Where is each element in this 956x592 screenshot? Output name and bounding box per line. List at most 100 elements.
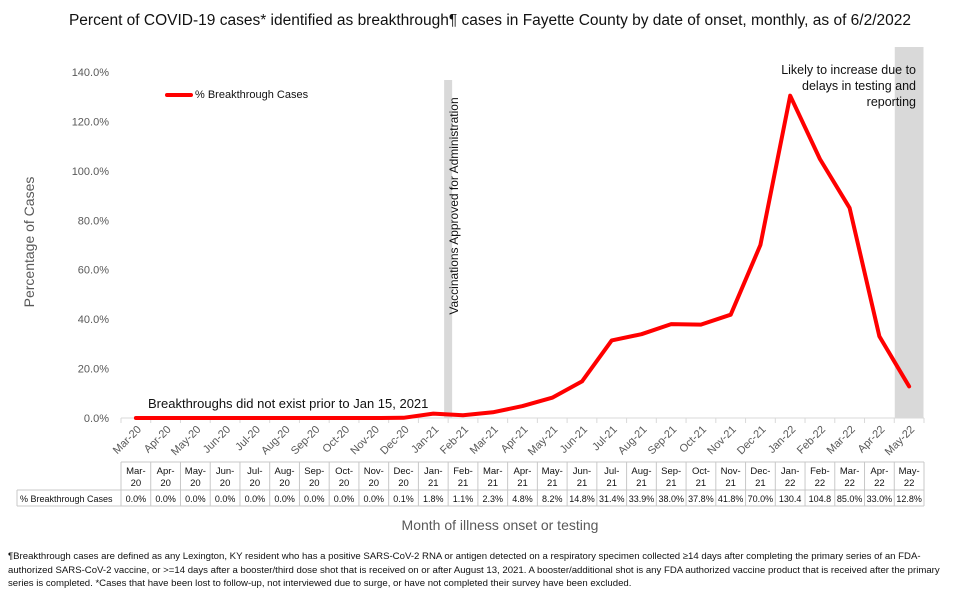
table-header-month: May-	[899, 466, 920, 477]
table-header-month: Apr-	[870, 466, 888, 477]
table-cell-value: 33.0%	[867, 494, 893, 504]
x-tick-label: Oct-20	[320, 424, 352, 456]
x-tick-label: Sep-21	[646, 424, 680, 458]
table-header-month: Jan-	[424, 466, 442, 477]
table-cell-value: 130.4	[779, 494, 802, 504]
table-header-month: Dec-	[750, 466, 770, 477]
table-header-month: Apr-	[514, 466, 532, 477]
table-header-year: 21	[577, 478, 588, 489]
y-axis-label: Percentage of Cases	[21, 177, 37, 308]
table-header-year: 20	[190, 478, 201, 489]
table-header-month: Aug-	[631, 466, 651, 477]
legend: % Breakthrough Cases	[165, 89, 308, 101]
vaccination-line-label: Vaccinations Approved for Administration	[447, 97, 461, 314]
x-tick-label: Dec-20	[378, 424, 412, 458]
data-table: % Breakthrough CasesMar-200.0%Apr-200.0%…	[16, 461, 925, 507]
table-header-year: 21	[666, 478, 677, 489]
table-header-month: Sep-	[304, 466, 324, 477]
x-tick-label: May-22	[883, 424, 917, 458]
table-header-year: 21	[547, 478, 558, 489]
table-header-year: 22	[844, 478, 855, 489]
table-header-year: 20	[250, 478, 261, 489]
y-tick-label: 140.0%	[72, 67, 110, 79]
table-header-year: 20	[160, 478, 171, 489]
x-tick-label: Dec-21	[735, 424, 769, 458]
data-point	[699, 323, 703, 327]
x-tick-label: Feb-22	[795, 424, 828, 457]
table-header-year: 22	[785, 478, 796, 489]
data-point	[312, 416, 316, 420]
table-cell-value: 0.0%	[215, 494, 236, 504]
table-header-month: Dec-	[394, 466, 414, 477]
table-header-year: 20	[279, 478, 290, 489]
pre-vaccine-annotation: Breakthroughs did not exist prior to Jan…	[148, 396, 429, 411]
table-cell-value: 70.0%	[748, 494, 774, 504]
table-header-month: Nov-	[721, 466, 741, 477]
table-header-year: 20	[131, 478, 142, 489]
table-header-year: 21	[725, 478, 736, 489]
data-point	[610, 338, 614, 342]
table-header-month: Jul-	[247, 466, 262, 477]
data-point	[848, 206, 852, 210]
x-tick-label: Mar-21	[468, 424, 501, 457]
x-tick-label: Sep-20	[289, 424, 323, 458]
table-cell-value: 0.0%	[126, 494, 147, 504]
table-header-month: Feb-	[810, 466, 830, 477]
vaccination-line	[444, 80, 453, 418]
table-cell-value: 8.2%	[542, 494, 563, 504]
x-tick-label: Jan-22	[766, 424, 798, 456]
data-point	[134, 416, 138, 420]
table-header-month: Mar-	[840, 466, 860, 477]
table-header-year: 21	[755, 478, 766, 489]
table-header-month: Sep-	[661, 466, 681, 477]
footnote: ¶Breakthrough cases are defined as any L…	[8, 551, 940, 589]
data-point	[788, 94, 792, 98]
table-header-month: Oct-	[692, 466, 710, 477]
table-cell-value: 37.8%	[688, 494, 714, 504]
table-header-year: 21	[458, 478, 469, 489]
x-tick-label: Mar-20	[111, 424, 144, 457]
legend-swatch	[165, 93, 193, 97]
table-header-year: 20	[398, 478, 409, 489]
data-point	[907, 384, 911, 388]
recent-data-annotation: Likely to increase due to delays in test…	[781, 63, 916, 109]
table-header-month: May-	[185, 466, 206, 477]
table-cell-value: 41.8%	[718, 494, 744, 504]
x-tick-label: Mar-22	[825, 424, 858, 457]
legend-label: % Breakthrough Cases	[195, 89, 309, 101]
table-header-month: Jan-	[781, 466, 799, 477]
x-tick-label: Oct-21	[677, 424, 709, 456]
data-point	[521, 404, 524, 408]
y-tick-label: 0.0%	[84, 413, 109, 425]
table-cell-value: 0.0%	[334, 494, 355, 504]
data-point	[669, 322, 673, 326]
data-point	[402, 416, 406, 420]
table-header-month: Jun-	[216, 466, 234, 477]
table-cell-value: 85.0%	[837, 494, 863, 504]
y-tick-label: 120.0%	[72, 116, 110, 128]
table-cell-value: 0.0%	[364, 494, 385, 504]
recent-data-shade	[894, 47, 924, 418]
x-tick-label: Feb-21	[438, 424, 471, 457]
table-cell-value: 4.8%	[512, 494, 533, 504]
data-point	[639, 332, 643, 336]
series-line-layer	[133, 93, 912, 420]
series-line	[133, 93, 912, 420]
table-header-month: Feb-	[453, 466, 473, 477]
table-cell-value: 14.8%	[569, 494, 595, 504]
x-axis-label: Month of illness onset or testing	[401, 517, 599, 533]
data-point	[253, 416, 257, 420]
y-tick-label: 100.0%	[72, 166, 110, 178]
x-tick-label: Aug-21	[616, 424, 650, 458]
table-cell-value: 0.0%	[245, 494, 266, 504]
data-point	[431, 412, 435, 416]
y-tick-label: 80.0%	[78, 215, 109, 227]
table-header-year: 21	[487, 478, 498, 489]
table-header-month: Aug-	[275, 466, 295, 477]
data-point	[729, 313, 733, 317]
y-tick-label: 20.0%	[78, 364, 109, 376]
x-tick-label: Nov-21	[705, 424, 739, 458]
data-point	[877, 334, 881, 338]
